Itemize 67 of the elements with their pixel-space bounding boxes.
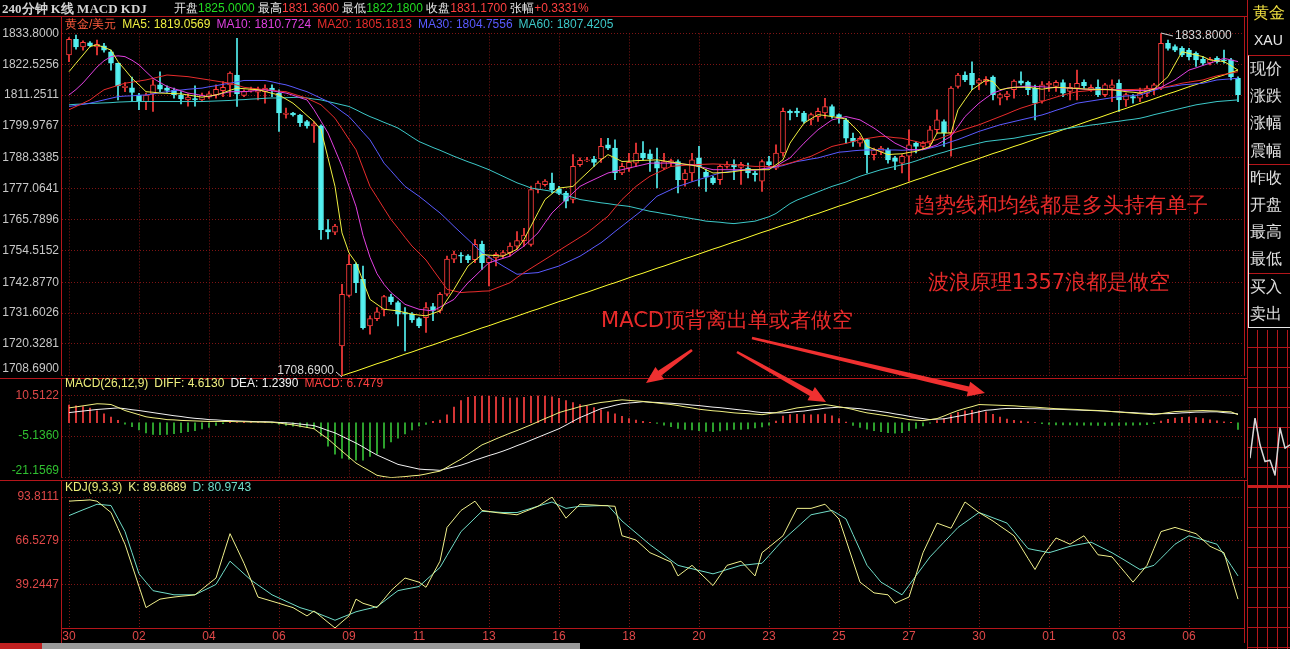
annotation: MACD顶背离出单或者做空 — [601, 308, 853, 333]
x-tick-label: 16 — [552, 628, 566, 643]
text: 开盘 — [1250, 195, 1282, 215]
annotation: 波浪原理1357浪都是做空 — [927, 270, 1171, 295]
text: D: 80.9743 — [192, 480, 252, 495]
y-tick-label: 1720.3281 — [2, 336, 60, 351]
x-tick-label: 01 — [1042, 628, 1056, 643]
text: 现价 — [1250, 59, 1282, 79]
y-tick-label: -5.1360 — [18, 428, 60, 443]
series-label: MA5: 1819.0569 — [122, 17, 211, 32]
text: 震幅 — [1250, 140, 1282, 161]
text: MA10: 1810.7724 — [216, 17, 312, 32]
x-tick-label: 30 — [62, 628, 76, 643]
y-tick-label: 1788.3385 — [2, 150, 60, 165]
y-tick-label: 1811.2511 — [4, 87, 60, 102]
x-tick-label: 06 — [272, 628, 286, 643]
text: MA30: 1804.7556 — [417, 17, 513, 32]
y-tick-label: 1765.7896 — [2, 211, 60, 226]
text: 黄金 — [1253, 3, 1285, 23]
y-tick-label: 1833.8000 — [2, 25, 60, 40]
text: DEA: 1.2390 — [230, 376, 299, 391]
text: MACD: 6.7479 — [304, 376, 384, 391]
x-tick-label: 20 — [692, 628, 706, 643]
y-tick-label: 1731.6026 — [2, 305, 60, 320]
text: 最高 — [1250, 222, 1282, 243]
legend-title: KDJ(9,3,3) — [65, 480, 123, 495]
y-tick-label: 1754.5152 — [2, 242, 60, 257]
y-tick-label: 39.2447 — [15, 576, 60, 591]
text: 涨跌 — [1250, 86, 1282, 107]
text: 卖出 — [1250, 303, 1282, 324]
x-tick-label: 25 — [832, 628, 846, 643]
legend-title: 黄金/美元 — [65, 17, 117, 32]
y-tick-label: 10.5122 — [15, 387, 60, 402]
text: 涨幅 — [1250, 113, 1282, 134]
x-tick-label: 13 — [482, 628, 496, 643]
y-tick-label: 1822.5256 — [2, 56, 60, 71]
text: 买入 — [1250, 276, 1282, 297]
y-tick-label: 1742.8770 — [2, 274, 60, 289]
x-tick-label: 11 — [412, 628, 426, 643]
annotation: 1833.8000 — [1175, 28, 1233, 43]
text: K: 89.8689 — [128, 480, 187, 495]
chart-title: 240分钟 K线 MACD KDJ — [2, 0, 147, 16]
x-tick-label: 09 — [342, 628, 356, 643]
y-tick-label: 1799.9767 — [2, 118, 60, 133]
y-tick-label: 93.8111 — [17, 489, 60, 504]
text: XAU — [1254, 31, 1283, 49]
y-tick-label: 1708.6900 — [2, 360, 60, 375]
annotation: 趋势线和均线都是多头持有单子 — [914, 193, 1208, 218]
x-tick-label: 18 — [622, 628, 636, 643]
text: 最低 — [1250, 249, 1282, 270]
y-tick-label: -21.1569 — [11, 462, 60, 477]
y-tick-label: 66.5279 — [15, 532, 60, 547]
x-tick-label: 30 — [972, 628, 986, 643]
text: MA20: 1805.1813 — [317, 17, 413, 32]
x-tick-label: 02 — [132, 628, 146, 643]
text: 昨收 — [1250, 167, 1282, 188]
x-tick-label: 03 — [1112, 628, 1126, 643]
annotation: 1708.6900 — [277, 363, 335, 378]
x-tick-label: 27 — [902, 628, 916, 643]
legend-title: MACD(26,12,9) — [65, 376, 149, 391]
y-tick-label: 1777.0641 — [2, 180, 60, 195]
x-tick-label: 04 — [202, 628, 216, 643]
text: 开盘1825.0000 最高1831.3600 最低1822.1800 收盘1831.1700 张幅+0.3331% — [174, 1, 589, 15]
x-tick-label: 06 — [1182, 628, 1196, 643]
x-tick-label: 23 — [762, 628, 776, 643]
text: MA60: 1807.4205 — [518, 17, 614, 32]
text: DIFF: 4.6130 — [154, 376, 225, 391]
